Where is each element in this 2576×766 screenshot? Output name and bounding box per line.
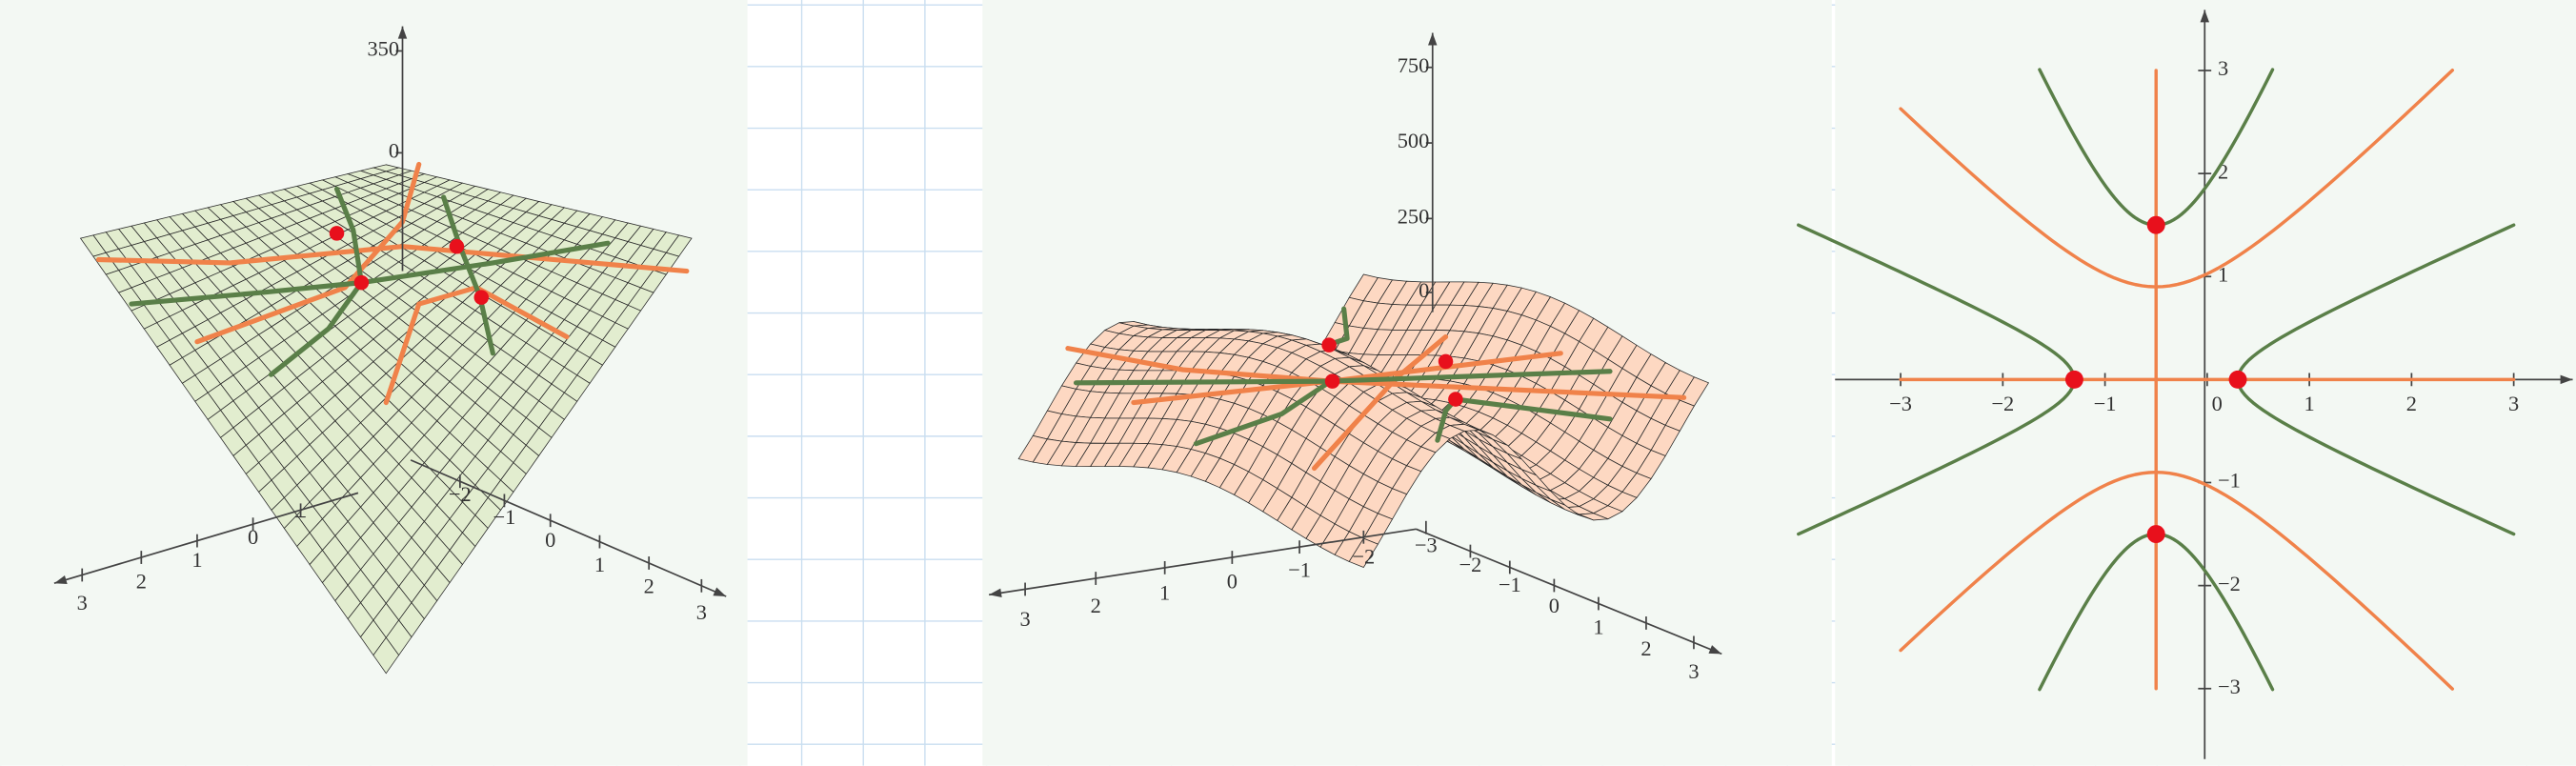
axis-arrow [1708, 645, 1722, 655]
contour-curve [1193, 378, 1334, 447]
tick-label: 1 [594, 553, 605, 576]
surface-patch [1348, 537, 1379, 568]
tick-label: −1 [2094, 392, 2117, 415]
tick-label: 500 [1398, 129, 1430, 152]
tick-label: −1 [493, 505, 515, 529]
tick-label: −1 [2218, 469, 2241, 493]
curve [1899, 68, 2455, 289]
tick-label: 0 [1549, 594, 1560, 617]
tick-label: −1 [1288, 557, 1311, 581]
tick-label: 2 [1640, 636, 1651, 660]
curve [1899, 470, 2455, 691]
axis-arrow [713, 587, 727, 597]
axis-arrow [2200, 10, 2209, 23]
critical-point [329, 226, 345, 241]
tick-label: 750 [1398, 53, 1430, 77]
critical-point [2228, 370, 2247, 389]
axis-line [53, 492, 359, 585]
critical-point [1438, 353, 1454, 370]
tick-label: 0 [1419, 278, 1429, 302]
contour-curve [441, 194, 495, 356]
axis-line [1416, 528, 1722, 655]
critical-point [2146, 215, 2165, 234]
contour-curve [194, 161, 422, 345]
tick-label: − [294, 505, 307, 529]
critical-point [2146, 525, 2165, 544]
tick-label: 3 [2508, 392, 2519, 415]
contour-curve [1435, 396, 1613, 443]
tick-label: 0 [248, 525, 258, 549]
tick-label: 2 [2406, 392, 2417, 415]
tick-label: −1 [1499, 573, 1521, 596]
tick-label: −2 [1459, 553, 1481, 576]
tick-label: 0 [1227, 569, 1238, 593]
critical-point [449, 238, 465, 254]
tick-label: 1 [191, 548, 202, 572]
contour-curve [95, 244, 690, 274]
tick-label: 0 [389, 139, 399, 163]
tick-label: 0 [2212, 392, 2223, 415]
tick-label: 1 [2218, 262, 2228, 286]
tick-label: 3 [77, 591, 88, 615]
tick-label: 250 [1398, 205, 1430, 229]
tick-label: 1 [1159, 580, 1170, 604]
tick-label: −2 [449, 482, 472, 506]
tick-label: −2 [1352, 544, 1375, 568]
critical-point [1324, 373, 1340, 389]
tick-label: 2 [644, 574, 654, 598]
tick-label: −3 [1889, 392, 1912, 415]
tick-label: 0 [545, 528, 555, 552]
tick-label: −2 [1991, 392, 2014, 415]
tick-label: 3 [1019, 607, 1030, 631]
axis-line [410, 459, 727, 597]
contour-curve [383, 285, 570, 406]
tick-label: 2 [1091, 594, 1101, 617]
tick-label: 3 [696, 600, 707, 624]
axis-arrow [1428, 32, 1438, 46]
tick-label: −3 [2218, 675, 2241, 698]
critical-point [1321, 337, 1337, 353]
tick-label: 2 [2218, 159, 2228, 183]
tick-label: 1 [2304, 392, 2315, 415]
tick-label: 350 [367, 37, 399, 61]
axis-arrow [989, 588, 1002, 597]
tick-label: −2 [2218, 572, 2241, 595]
tick-label: −3 [1415, 533, 1438, 556]
critical-point [353, 274, 370, 291]
axis-arrow [53, 574, 68, 585]
critical-point [2064, 370, 2083, 389]
critical-point [473, 290, 490, 305]
tick-label: 2 [136, 569, 147, 593]
tick-label: 1 [1593, 615, 1603, 639]
axis-line [989, 528, 1417, 596]
critical-point [1448, 392, 1463, 407]
axis-arrow [397, 26, 408, 39]
tick-label: 3 [2218, 56, 2228, 80]
surface-patch [372, 636, 400, 675]
axis-arrow [2560, 374, 2573, 385]
tick-label: 3 [1688, 659, 1699, 683]
